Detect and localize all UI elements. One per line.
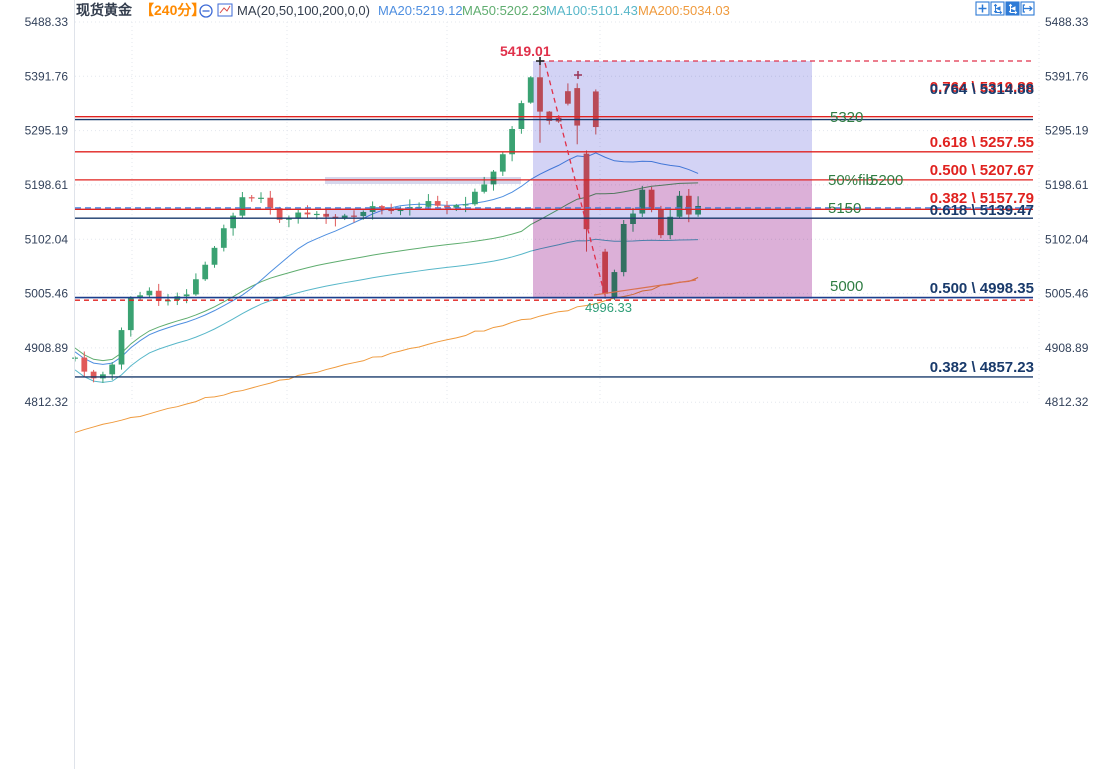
svg-text:4908.89: 4908.89 [1045,341,1089,355]
svg-text:5102.04: 5102.04 [25,232,69,246]
svg-text:4812.32: 4812.32 [25,395,69,409]
svg-text:5102.04: 5102.04 [1045,232,1089,246]
svg-text:5005.46: 5005.46 [25,287,69,301]
svg-text:0.382 \ 4857.23: 0.382 \ 4857.23 [930,359,1034,376]
svg-text:MA100:5101.43: MA100:5101.43 [546,3,638,18]
svg-text:0.764 \ 5314.88: 0.764 \ 5314.88 [930,81,1034,98]
svg-text:0.500 \ 5207.67: 0.500 \ 5207.67 [930,162,1034,179]
svg-text:5419.01: 5419.01 [500,43,551,59]
svg-text:4812.32: 4812.32 [1045,395,1089,409]
svg-text:5391.76: 5391.76 [25,69,69,83]
svg-text:5391.76: 5391.76 [1045,69,1089,83]
svg-text:5488.33: 5488.33 [1045,15,1089,29]
svg-text:5488.33: 5488.33 [25,15,69,29]
svg-text:现货黄金: 现货黄金 [76,2,133,18]
svg-text:0.618 \ 5139.47: 0.618 \ 5139.47 [930,202,1034,219]
svg-text:4908.89: 4908.89 [25,341,69,355]
svg-text:5200: 5200 [870,172,903,189]
svg-text:5295.19: 5295.19 [25,124,69,138]
svg-text:4996.33: 4996.33 [585,300,632,315]
svg-text:【240分】: 【240分】 [140,2,205,18]
svg-text:50%fib: 50%fib [828,172,874,189]
svg-text:MA20:5219.12: MA20:5219.12 [378,3,463,18]
svg-text:5320: 5320 [830,109,863,126]
svg-text:5005.46: 5005.46 [1045,287,1089,301]
svg-text:MA(20,50,100,200,0,0): MA(20,50,100,200,0,0) [237,3,370,18]
svg-text:5295.19: 5295.19 [1045,124,1089,138]
svg-text:5000: 5000 [830,278,863,295]
svg-text:0.618 \ 5257.55: 0.618 \ 5257.55 [930,134,1034,151]
svg-text:MA50:5202.23: MA50:5202.23 [462,3,547,18]
svg-text:5198.61: 5198.61 [25,178,69,192]
svg-text:5198.61: 5198.61 [1045,178,1089,192]
svg-text:0.500 \ 4998.35: 0.500 \ 4998.35 [930,280,1034,297]
svg-text:MA200:5034.03: MA200:5034.03 [638,3,730,18]
svg-text:5150: 5150 [828,200,861,217]
